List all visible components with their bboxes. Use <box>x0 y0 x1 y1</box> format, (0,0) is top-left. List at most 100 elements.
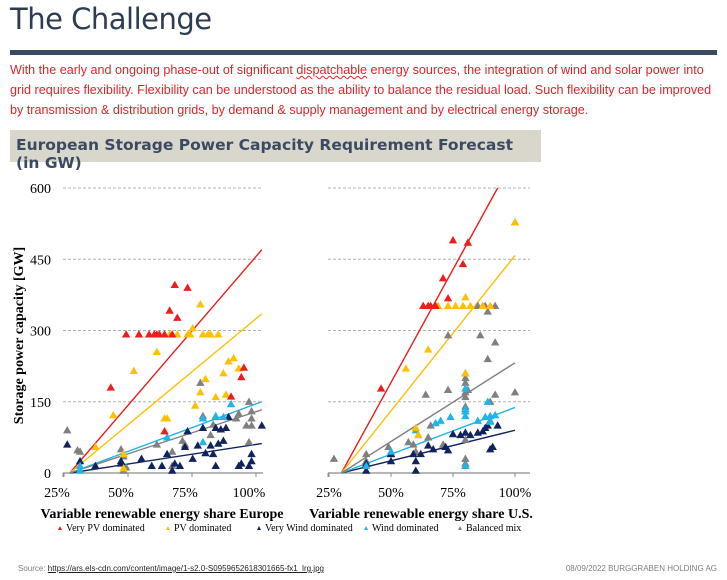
chart2-point-wind <box>486 411 495 420</box>
chart2-point-pv <box>451 301 460 309</box>
chart1-point-balanced <box>247 414 256 422</box>
chart1-y-tick-label: 300 <box>30 325 51 340</box>
chart1-point-very-wind <box>247 449 256 458</box>
chart1-point-very-pv <box>165 306 174 314</box>
chart2-point-pv <box>510 218 520 226</box>
chart1-point-pv <box>219 369 228 377</box>
chart1-point-balanced <box>244 437 254 446</box>
chart1-point-pv <box>119 449 128 458</box>
chart1-point-very-wind <box>63 440 72 448</box>
chart2-point-wind <box>486 417 495 425</box>
chart2-point-balanced <box>329 454 339 462</box>
chart2-point-wind <box>473 416 482 424</box>
chart1-point-very-wind <box>211 423 220 432</box>
chart2-point-pv <box>414 430 423 439</box>
intro-text-start: With the early and ongoing phase-out of … <box>10 63 297 77</box>
chart1-point-balanced <box>206 430 215 439</box>
legend-label-very-wind: Very Wind dominated <box>265 523 353 534</box>
chart2-point-very-wind <box>448 429 458 438</box>
chart2-point-balanced <box>404 437 413 446</box>
chart2-trendline-very-pv <box>340 187 499 474</box>
chart2-point-pv <box>486 301 495 309</box>
chart1-point-very-wind <box>75 456 85 465</box>
source-link[interactable]: https://ars.els-cdn.com/content/image/1-… <box>47 564 324 573</box>
chart2-point-very-wind <box>362 466 371 474</box>
chart2-trendline-pv <box>340 255 516 474</box>
chart1-point-balanced <box>247 421 256 429</box>
chart1-point-very-wind <box>116 456 126 465</box>
chart1-trendline-balanced <box>69 409 263 474</box>
chart1-point-balanced <box>75 447 85 455</box>
chart1-y-tick-label: 450 <box>30 253 51 268</box>
chart2-point-balanced <box>362 449 371 458</box>
chart1-y-tick-label: 0 <box>44 467 51 482</box>
legend-label-very-pv: Very PV dominated <box>66 523 145 534</box>
chart1-point-very-pv <box>239 363 249 371</box>
chart1-x-tick-label: 75% <box>172 486 198 501</box>
intro-text-end: energy sources, the integration of wind … <box>10 63 712 117</box>
chart1-point-pv <box>162 414 172 422</box>
chart1-point-pv <box>196 300 205 308</box>
chart-header-title: European Storage Power Capacity Requirem… <box>16 136 514 172</box>
chart2-point-wind <box>362 461 371 470</box>
chart2-point-pv <box>461 369 470 377</box>
chart2-trendline-very-wind <box>341 429 516 474</box>
chart2-point-very-wind <box>483 421 492 429</box>
chart2-point-pv <box>466 301 475 309</box>
chart1-point-balanced <box>247 407 256 415</box>
chart2-point-balanced <box>424 433 433 441</box>
chart1-point-wind <box>75 466 85 474</box>
chart2-point-wind <box>483 397 492 405</box>
chart1-point-very-wind <box>170 459 179 467</box>
chart2-point-pv <box>461 293 470 301</box>
chart1-trendline-very-wind <box>69 442 262 474</box>
chart1-point-pv <box>206 330 215 338</box>
chart1-point-pv <box>196 388 205 396</box>
chart2-point-wind <box>461 461 470 470</box>
chart1-y-axis-label: Storage power capacity [GW] <box>12 247 27 424</box>
chart1-point-pv <box>188 323 197 332</box>
chart2-point-very-wind <box>428 445 438 453</box>
legend-marker-very-wind <box>257 526 261 530</box>
chart1-point-very-wind <box>157 461 167 470</box>
chart1-point-wind <box>198 437 208 446</box>
chart1-point-balanced <box>234 409 243 417</box>
chart1-point-pv <box>91 442 100 451</box>
chart1-point-balanced <box>196 378 205 386</box>
chart2-point-very-pv <box>376 384 386 392</box>
chart1-point-very-pv <box>173 313 182 321</box>
chart2-point-pv <box>424 345 433 353</box>
chart1-point-very-wind <box>91 461 100 470</box>
chart1-point-very-wind <box>257 421 266 429</box>
chart1-point-very-pv <box>106 383 115 391</box>
chart1-point-pv <box>214 330 223 338</box>
legend-marker-very-pv <box>58 526 62 530</box>
chart1-point-pv <box>191 401 200 409</box>
chart1-point-balanced <box>244 397 254 405</box>
chart1-point-very-wind <box>183 427 192 435</box>
chart1-point-very-wind <box>219 436 228 444</box>
chart1-point-very-pv <box>134 330 144 338</box>
scatter-charts: 25% 50% 75% 100% 0 150 300 450 600 Storage power … <box>12 182 533 534</box>
chart1-point-very-wind <box>211 461 220 470</box>
chart2-point-wind <box>436 416 445 424</box>
chart1-point-very-wind <box>162 449 172 458</box>
chart1-point-very-wind <box>201 448 210 457</box>
chart2-point-balanced <box>483 354 492 363</box>
chart2-point-very-wind <box>443 446 453 454</box>
chart1-point-pv <box>152 347 162 356</box>
chart2-point-wind <box>461 384 470 392</box>
chart2-point-very-wind <box>488 442 497 451</box>
chart1-point-pv <box>221 390 231 398</box>
chart2-point-pv <box>458 301 468 309</box>
chart1-point-very-wind <box>237 459 246 467</box>
chart2-point-very-wind <box>416 449 425 458</box>
intro-paragraph: With the early and ongoing phase-out of … <box>10 60 722 120</box>
footer-date-company: 08/09/2022 BURGGRABEN HOLDING AG <box>565 564 717 573</box>
chart1-point-very-pv <box>183 283 192 291</box>
chart2-point-balanced <box>490 338 500 346</box>
chart2-point-balanced <box>461 392 470 401</box>
chart1-point-very-wind <box>193 441 202 449</box>
chart1-point-wind <box>75 461 85 470</box>
source-label: Source: <box>18 564 48 573</box>
